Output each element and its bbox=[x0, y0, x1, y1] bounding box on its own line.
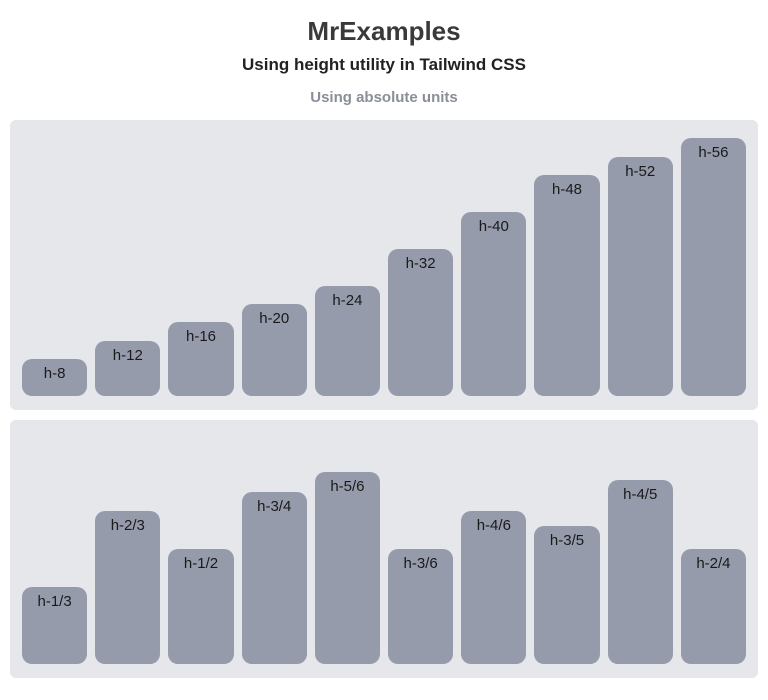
bar-label: h-4/6 bbox=[477, 517, 511, 534]
bar-h-8: h-8 bbox=[22, 359, 87, 396]
bar-h-52: h-52 bbox=[608, 157, 673, 396]
bar-h-3-5: h-3/5 bbox=[534, 526, 599, 664]
bar-label: h-1/2 bbox=[184, 555, 218, 572]
bar-h-16: h-16 bbox=[168, 322, 233, 396]
bar-h-2-3: h-2/3 bbox=[95, 511, 160, 664]
bar-label: h-3/6 bbox=[404, 555, 438, 572]
bar-h-12: h-12 bbox=[95, 341, 160, 396]
bar-h-1-3: h-1/3 bbox=[22, 587, 87, 664]
bar-label: h-32 bbox=[406, 255, 436, 272]
bar-h-48: h-48 bbox=[534, 175, 599, 396]
bar-h-32: h-32 bbox=[388, 249, 453, 396]
bar-label: h-5/6 bbox=[330, 478, 364, 495]
bar-label: h-1/3 bbox=[38, 593, 72, 610]
bar-label: h-24 bbox=[332, 292, 362, 309]
bar-label: h-12 bbox=[113, 347, 143, 364]
bar-h-24: h-24 bbox=[315, 286, 380, 396]
bar-h-20: h-20 bbox=[242, 304, 307, 396]
bar-label: h-48 bbox=[552, 181, 582, 198]
bar-h-1-2: h-1/2 bbox=[168, 549, 233, 664]
bar-label: h-4/5 bbox=[623, 486, 657, 503]
bar-label: h-3/5 bbox=[550, 532, 584, 549]
bar-h-4-6: h-4/6 bbox=[461, 511, 526, 664]
bar-h-5-6: h-5/6 bbox=[315, 472, 380, 664]
absolute-heights-panel: h-8 h-12 h-16 h-20 h-24 h-32 h-40 h-48 h-52 h-56 bbox=[10, 120, 758, 410]
bar-h-56: h-56 bbox=[681, 138, 746, 396]
bar-h-2-4: h-2/4 bbox=[681, 549, 746, 664]
page-title: MrExamples bbox=[10, 16, 758, 47]
bar-label: h-8 bbox=[44, 365, 66, 382]
bar-label: h-3/4 bbox=[257, 498, 291, 515]
section-label: Using absolute units bbox=[10, 89, 758, 106]
page-subtitle: Using height utility in Tailwind CSS bbox=[10, 55, 758, 75]
bar-label: h-2/3 bbox=[111, 517, 145, 534]
bar-h-3-4: h-3/4 bbox=[242, 492, 307, 665]
bar-label: h-56 bbox=[698, 144, 728, 161]
fractional-heights-panel: h-1/3 h-2/3 h-1/2 h-3/4 h-5/6 h-3/6 h-4/6 h-3/5… bbox=[10, 420, 758, 678]
bar-h-4-5: h-4/5 bbox=[608, 480, 673, 664]
bar-label: h-16 bbox=[186, 328, 216, 345]
bar-label: h-2/4 bbox=[696, 555, 730, 572]
bar-h-40: h-40 bbox=[461, 212, 526, 396]
bar-label: h-20 bbox=[259, 310, 289, 327]
bar-label: h-52 bbox=[625, 163, 655, 180]
bar-h-3-6: h-3/6 bbox=[388, 549, 453, 664]
bar-label: h-40 bbox=[479, 218, 509, 235]
